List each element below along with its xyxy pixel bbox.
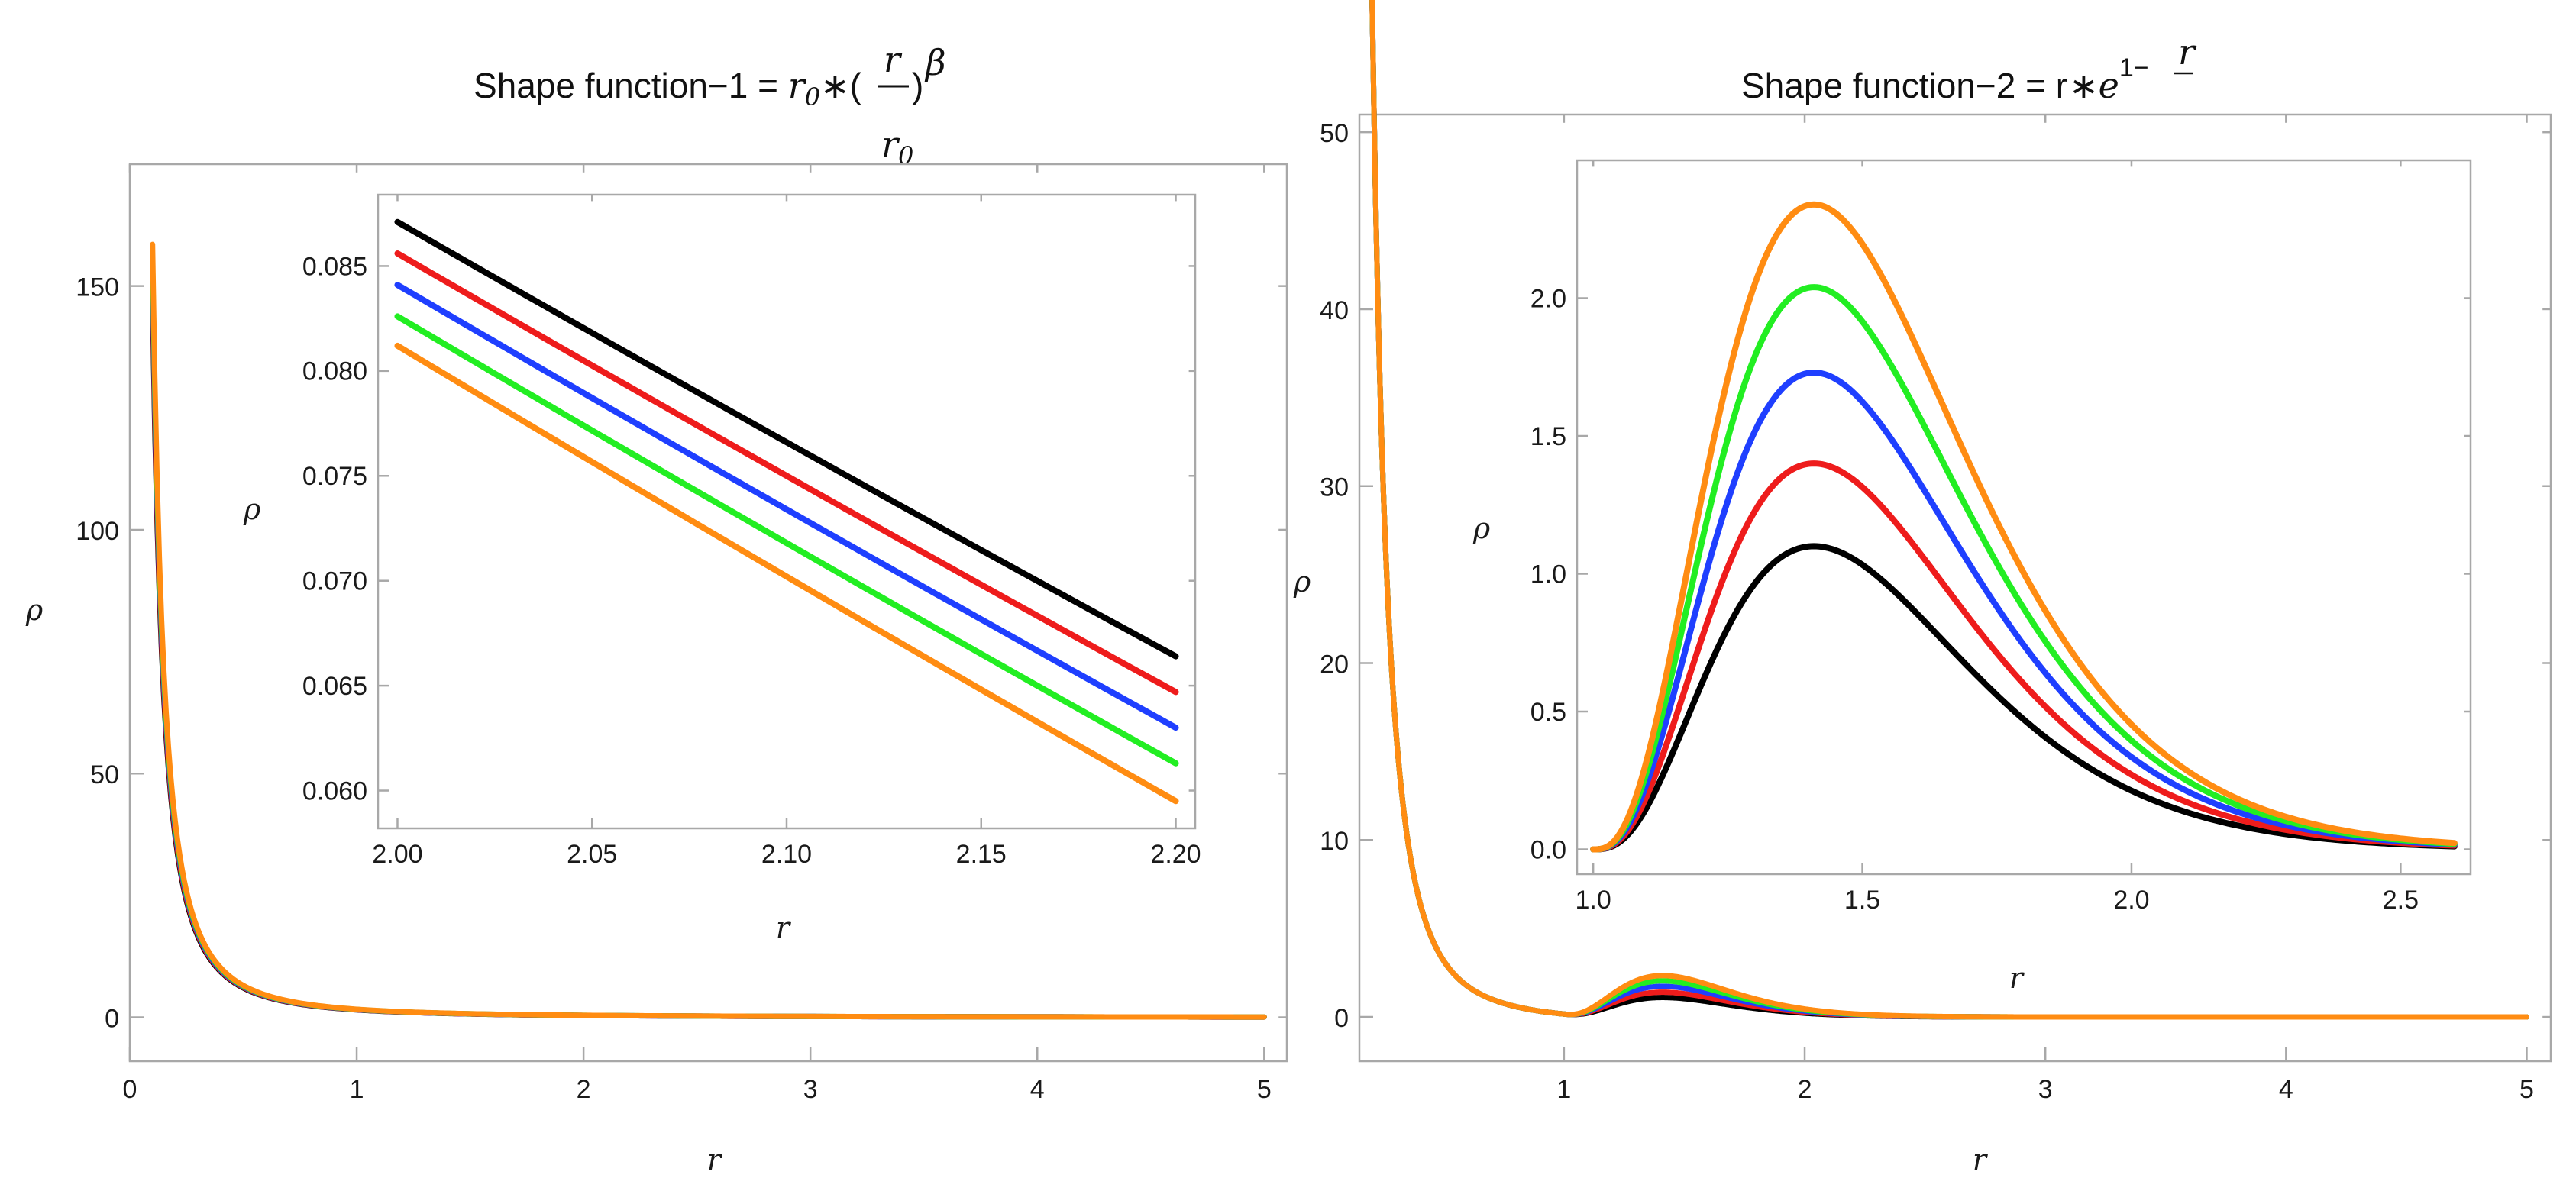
panel-2-inset-series-red (1590, 460, 2458, 853)
panel-1-inset-series-black (394, 218, 1179, 660)
panel-2-x-tick-label: 3 (2038, 1075, 2053, 1104)
panel-2-y-tick-label: 30 (1320, 473, 1349, 502)
panel-1-inset-y-label: ρ (243, 492, 261, 526)
panel-2-inset-series-blue (1590, 369, 2458, 853)
panel-1-y-tick-label: 100 (76, 517, 119, 546)
panel-2: Shape function−2 = r∗e1− r 1 2 3 4 5 0 10 20 30… (1293, 0, 2552, 1176)
panel-2-x-tick-label: 4 (2279, 1075, 2293, 1104)
panel-2-title: Shape function−2 = r∗e1− (1741, 53, 2149, 106)
panel-2-x-tick-label: 1 (1556, 1075, 1571, 1104)
panel-1-inset-series-green (394, 313, 1179, 767)
panel-1-inset-x-tick-label: 2.10 (761, 840, 812, 869)
panel-1-inset-y-tick-label: 0.070 (302, 567, 367, 596)
panel-2-y-tick-label: 10 (1320, 827, 1349, 856)
panel-2-inset-series-black (1590, 543, 2458, 853)
panel-1-x-tick-label: 2 (577, 1075, 591, 1104)
panel-2-y-tick-label: 0 (1334, 1004, 1349, 1033)
panel-2-inset-x-tick-label: 2.5 (2383, 886, 2419, 915)
panel-1-frame (128, 163, 1288, 1063)
panel-1-x-tick-label: 1 (350, 1075, 364, 1104)
panel-1-curves (150, 241, 1267, 1020)
panel-1-x-label: r (707, 1143, 723, 1176)
panel-1-inset-x-ticks: 2.00 2.05 2.10 2.15 2.20 (372, 195, 1201, 869)
panel-2-title-exponent-numerator: r (2178, 31, 2197, 73)
panel-2-inset-series-green (1590, 284, 2458, 853)
panel-2-inset-y-ticks: 0.0 0.5 1.0 1.5 2.0 (1530, 284, 2471, 864)
panel-1-x-tick-label: 5 (1257, 1075, 1272, 1104)
panel-1-inset-x-tick-label: 2.00 (372, 840, 422, 869)
panel-1-inset-x-tick-label: 2.05 (567, 840, 617, 869)
panel-2-inset-y-label: ρ (1472, 512, 1491, 545)
panel-2-curves (1369, 0, 2529, 1020)
panel-2-inset-background (1577, 160, 2471, 874)
panel-1-inset-y-ticks: 0.060 0.065 0.070 0.075 0.080 0.085 (302, 252, 1195, 805)
panel-2-x-ticks: 1 2 3 4 5 (1556, 115, 2534, 1104)
panel-2-inset-y-tick-label: 0.5 (1530, 698, 1566, 727)
panel-2-y-label: ρ (1293, 565, 1311, 599)
panel-2-y-tick-label: 50 (1320, 119, 1349, 148)
panel-2-inset-series-orange (1590, 201, 2458, 853)
panel-1-y-label: ρ (25, 593, 44, 627)
panel-2-y-ticks: 0 10 20 30 40 50 (1320, 119, 2551, 1033)
panel-2-y-tick-label: 20 (1320, 650, 1349, 679)
panel-2-x-label: r (1973, 1143, 1989, 1176)
panel-1-y-ticks: 0 50 100 150 (76, 273, 1287, 1033)
panel-1-y-tick-label: 50 (90, 760, 119, 789)
panel-1-inset-x-tick-label: 2.20 (1150, 840, 1201, 869)
panel-2-inset: 1.0 1.5 2.0 2.5 0.0 0.5 1.0 1.5 2.0 r ρ (1472, 159, 2472, 995)
panel-2-inset-x-tick-label: 2.0 (2113, 886, 2149, 915)
panel-1-inset-series-orange (394, 342, 1179, 805)
panel-1-inset-y-tick-label: 0.085 (302, 252, 367, 281)
panel-1-inset-y-tick-label: 0.065 (302, 672, 367, 701)
panel-1-inset-series-red (394, 250, 1179, 696)
panel-2-series-orange (1369, 0, 2529, 1020)
panel-1-title-paren: ) (912, 66, 923, 105)
panel-1-x-ticks: 0 1 2 3 4 5 (123, 164, 1272, 1104)
panel-2-inset-x-tick-label: 1.0 (1576, 886, 1611, 915)
panel-1-y-tick-label: 150 (76, 273, 119, 302)
panel-2-x-tick-label: 5 (2519, 1075, 2534, 1104)
panel-1-x-tick-label: 0 (123, 1075, 137, 1104)
panel-2-inset-y-tick-label: 1.0 (1530, 560, 1566, 589)
panel-1-title-denominator: r0 (881, 124, 913, 170)
panel-1-inset: 2.00 2.05 2.10 2.15 2.20 0.060 0.065 0.070 0.07… (243, 193, 1201, 944)
panel-2-x-tick-label: 2 (1798, 1075, 1812, 1104)
panel-2-inset-y-tick-label: 2.0 (1530, 284, 1566, 313)
panel-2-inset-frame (1576, 159, 2472, 876)
panel-1-series-orange (150, 241, 1267, 1020)
panel-2-inset-y-tick-label: 0.0 (1530, 835, 1566, 864)
panel-2-y-tick-label: 40 (1320, 296, 1349, 325)
panel-1-inset-series-blue (394, 282, 1179, 731)
panel-1-inset-y-tick-label: 0.080 (302, 357, 367, 386)
panel-1-inset-curves (394, 218, 1179, 805)
panel-2-frame (1358, 113, 2552, 1063)
panel-1-x-tick-label: 4 (1030, 1075, 1045, 1104)
panel-1-title: Shape function−1 = r0∗( (474, 65, 862, 111)
panel-1-x-tick-label: 3 (803, 1075, 818, 1104)
panel-2-inset-x-tick-label: 1.5 (1844, 886, 1880, 915)
panel-1-y-tick-label: 0 (105, 1004, 119, 1033)
panel-1-inset-y-tick-label: 0.060 (302, 776, 367, 805)
panel-1-inset-x-label: r (776, 911, 792, 944)
panel-2-inset-curves (1590, 201, 2458, 853)
panel-1-title-numerator: r (884, 39, 903, 80)
panel-1-inset-x-tick-label: 2.15 (956, 840, 1007, 869)
panel-2-inset-x-ticks: 1.0 1.5 2.0 2.5 (1576, 160, 2419, 915)
panel-2-inset-x-label: r (2009, 961, 2025, 995)
panel-2-inset-y-tick-label: 1.5 (1530, 422, 1566, 451)
panel-1-title-exponent: β (924, 42, 946, 83)
panel-1-inset-y-tick-label: 0.075 (302, 462, 367, 491)
